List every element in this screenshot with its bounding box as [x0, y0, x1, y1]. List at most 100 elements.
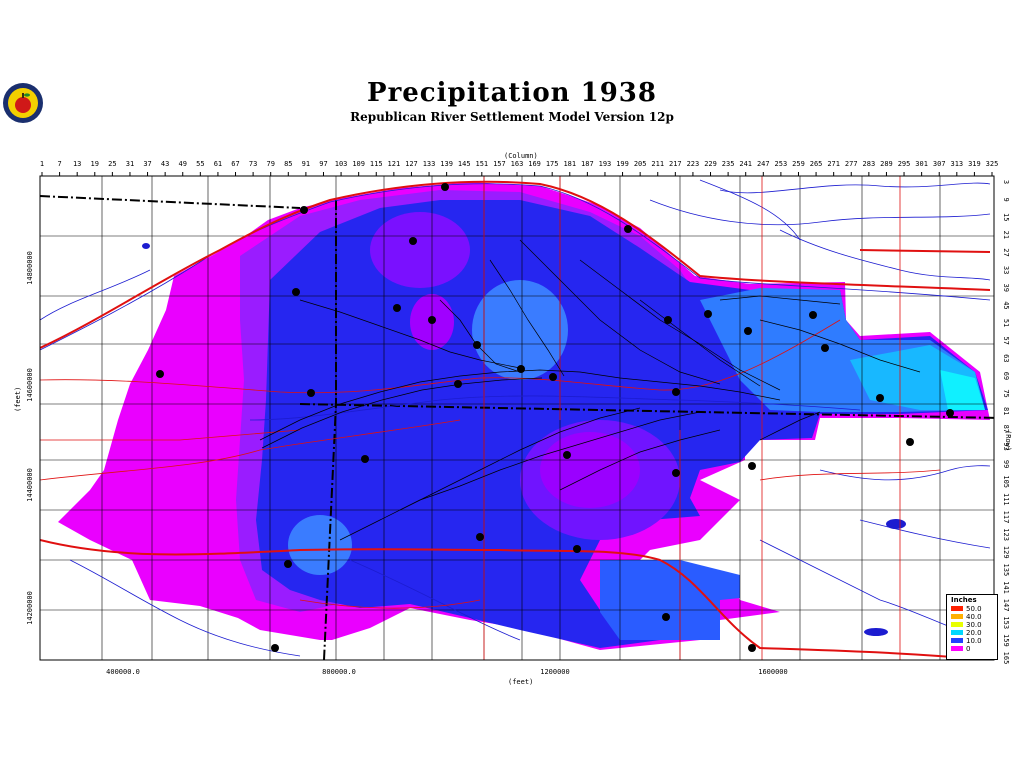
row-tick-label: 45: [1002, 301, 1010, 309]
state-line-co: [323, 200, 337, 660]
row-tick-label: 57: [1002, 336, 1010, 344]
legend-label: 30.0: [966, 620, 982, 629]
legend-label: 20.0: [966, 628, 982, 637]
precip-zone-15-20-center: [472, 280, 568, 380]
column-tick-label: 7: [57, 160, 61, 168]
row-tick-label: 129: [1002, 546, 1010, 559]
legend: Inches 50.0 40.0 30.0 20.0 10.0 0: [946, 594, 998, 660]
state-line-north: [40, 195, 301, 209]
column-tick-label: 157: [493, 160, 506, 168]
legend-label: 0: [966, 644, 971, 653]
column-tick-label: 247: [757, 160, 770, 168]
column-tick-label: 193: [599, 160, 612, 168]
column-tick-label: 211: [651, 160, 664, 168]
legend-swatch: [951, 622, 963, 627]
column-tick-label: 199: [616, 160, 629, 168]
chart-title: Precipitation 1938: [367, 78, 657, 108]
column-tick-label: 97: [319, 160, 327, 168]
column-tick-label: 235: [722, 160, 735, 168]
column-tick-label: 217: [669, 160, 682, 168]
column-tick-label: 121: [388, 160, 401, 168]
column-axis-title: (Column): [504, 152, 538, 160]
chart-subtitle: Republican River Settlement Model Versio…: [350, 110, 674, 124]
legend-swatch: [951, 646, 963, 651]
row-tick-label: 141: [1002, 581, 1010, 594]
column-tick-label: 313: [950, 160, 963, 168]
row-tick-label: 153: [1002, 616, 1010, 629]
column-tick-label: 49: [179, 160, 187, 168]
column-tick-label: 169: [528, 160, 541, 168]
legend-title: Inches: [951, 596, 977, 604]
column-tick-label: 43: [161, 160, 169, 168]
stream-cells: [259, 239, 921, 541]
column-tick-label: 73: [249, 160, 257, 168]
feet-y-tick-label: 14400000: [26, 468, 34, 502]
legend-label: 40.0: [966, 612, 982, 621]
column-tick-label: 139: [440, 160, 453, 168]
legend-item: 10.0: [951, 636, 982, 645]
column-tick-label: 91: [302, 160, 310, 168]
column-tick-label: 133: [423, 160, 436, 168]
legend-item: 50.0: [951, 605, 982, 613]
column-tick-label: 175: [546, 160, 559, 168]
legend-item: 30.0: [951, 620, 982, 629]
row-tick-label: 33: [1002, 266, 1010, 274]
row-tick-label: 111: [1002, 493, 1010, 506]
row-tick-label: 99: [1002, 460, 1010, 468]
row-tick-label: 81: [1002, 407, 1010, 415]
row-tick-label: 93: [1002, 442, 1010, 450]
column-tick-label: 85: [284, 160, 292, 168]
column-tick-label: 109: [352, 160, 365, 168]
column-tick-label: 241: [739, 160, 752, 168]
column-tick-label: 127: [405, 160, 418, 168]
column-tick-label: 229: [704, 160, 717, 168]
column-tick-label: 145: [458, 160, 471, 168]
row-tick-label: 9: [1002, 198, 1010, 202]
column-tick-label: 115: [370, 160, 383, 168]
row-tick-label: 3: [1002, 180, 1010, 184]
map-frame: [39, 175, 995, 661]
legend-swatch: [951, 614, 963, 619]
column-tick-label: 37: [143, 160, 151, 168]
column-tick-label: 205: [634, 160, 647, 168]
column-tick-label: 283: [863, 160, 876, 168]
row-tick-label: 75: [1002, 389, 1010, 397]
row-tick-label: 147: [1002, 599, 1010, 612]
column-tick-label: 277: [845, 160, 858, 168]
column-tick-label: 307: [933, 160, 946, 168]
row-tick-label: 51: [1002, 319, 1010, 327]
row-tick-label: 123: [1002, 528, 1010, 541]
column-tick-label: 295: [898, 160, 911, 168]
column-tick-label: 13: [73, 160, 81, 168]
feet-x-axis-title: (feet): [508, 678, 534, 686]
row-tick-label: 27: [1002, 248, 1010, 256]
agency-logo: [2, 82, 44, 124]
column-tick-label: 151: [475, 160, 488, 168]
feet-x-tick-label: 1200000: [540, 668, 570, 676]
column-tick-label: 319: [968, 160, 981, 168]
legend-item: 40.0: [951, 612, 982, 621]
precip-low-cell-north: [370, 212, 470, 288]
column-tick-label: 223: [687, 160, 700, 168]
column-tick-label: 325: [986, 160, 999, 168]
feet-y-tick-label: 14800000: [26, 251, 34, 285]
precip-southeast-lobe: [600, 560, 740, 640]
column-tick-label: 265: [810, 160, 823, 168]
column-tick-label: 187: [581, 160, 594, 168]
column-tick-label: 103: [335, 160, 348, 168]
row-tick-label: 105: [1002, 475, 1010, 488]
row-axis-title: (Row): [1004, 430, 1012, 452]
legend-item: 0: [951, 644, 971, 653]
stations: [156, 183, 954, 652]
feet-x-tick-label: 400000.0: [106, 668, 140, 676]
legend-swatch: [951, 606, 963, 611]
feet-x-tick-label: 1600000: [758, 668, 788, 676]
row-tick-label: 117: [1002, 511, 1010, 524]
legend-label: 10.0: [966, 636, 982, 645]
column-tick-label: 25: [108, 160, 116, 168]
precip-zone-15-20-sw: [288, 515, 352, 575]
column-tick-label: 259: [792, 160, 805, 168]
feet-y-axis-title: (feet): [14, 386, 22, 412]
row-tick-label: 69: [1002, 372, 1010, 380]
